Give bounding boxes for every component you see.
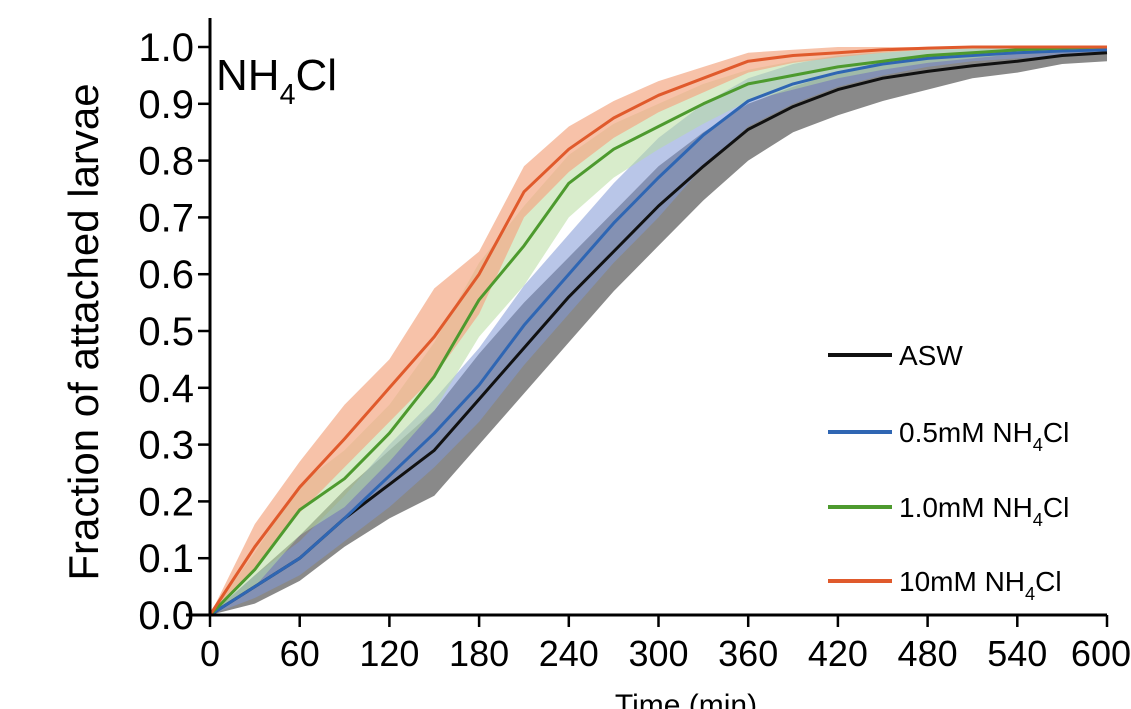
band-asw (210, 47, 1107, 615)
line-10mm-nh4cl (208, 45, 1107, 616)
series-lines (208, 45, 1108, 617)
legend-label-asw: ASW (899, 340, 963, 371)
y-axis-ticks: 0.0 0.1 0.2 0.3 0.4 0.5 0.6 0.7 0.8 0.9 1.0 (138, 26, 210, 638)
y-tick-label: 0.5 (138, 310, 194, 354)
x-tick-label: 360 (718, 633, 778, 674)
y-tick-label: 1.0 (138, 26, 194, 70)
x-tick-label: 180 (449, 633, 509, 674)
line-0-5mm-nh4cl (209, 48, 1108, 617)
y-tick-label: 0.6 (138, 253, 194, 297)
x-tick-label: 0 (200, 633, 220, 674)
y-tick-label: 0.4 (138, 367, 194, 411)
y-tick-label: 0.0 (138, 594, 194, 638)
line-1-0mm-nh4cl (208, 45, 1108, 617)
line-asw (209, 51, 1108, 617)
y-tick-label: 0.1 (138, 537, 194, 581)
y-tick-label: 0.3 (138, 424, 194, 468)
x-tick-label: 60 (280, 633, 320, 674)
chart-title: NH4Cl (216, 51, 337, 111)
x-tick-label: 600 (1071, 633, 1131, 674)
x-tick-label: 120 (359, 633, 419, 674)
x-tick-label: 300 (628, 633, 688, 674)
legend-label-0-5mm-nh4cl: 0.5mM NH4Cl (899, 417, 1069, 455)
axes (186, 18, 1107, 617)
x-tick-label: 540 (987, 633, 1047, 674)
x-tick-label: 420 (808, 633, 868, 674)
legend-label-1-0mm-nh4cl: 1.0mM NH4Cl (899, 492, 1069, 530)
y-tick-label: 0.9 (138, 83, 194, 127)
legend: ASW 0.5mM NH4Cl 1.0mM NH4Cl 10mM NH4Cl (828, 340, 1069, 604)
legend-label-10mm-nh4cl: 10mM NH4Cl (899, 566, 1062, 604)
y-tick-label: 0.8 (138, 140, 194, 184)
confidence-bands (210, 47, 1107, 615)
x-axis-title: Time (min) (615, 689, 757, 709)
y-tick-label: 0.7 (138, 196, 194, 240)
x-tick-label: 480 (898, 633, 958, 674)
x-axis-ticks: 0 60 120 180 240 300 360 420 480 540 600 (200, 615, 1131, 674)
x-tick-label: 240 (539, 633, 599, 674)
y-axis-title: Fraction of attached larvae (60, 83, 107, 580)
y-tick-label: 0.2 (138, 480, 194, 524)
